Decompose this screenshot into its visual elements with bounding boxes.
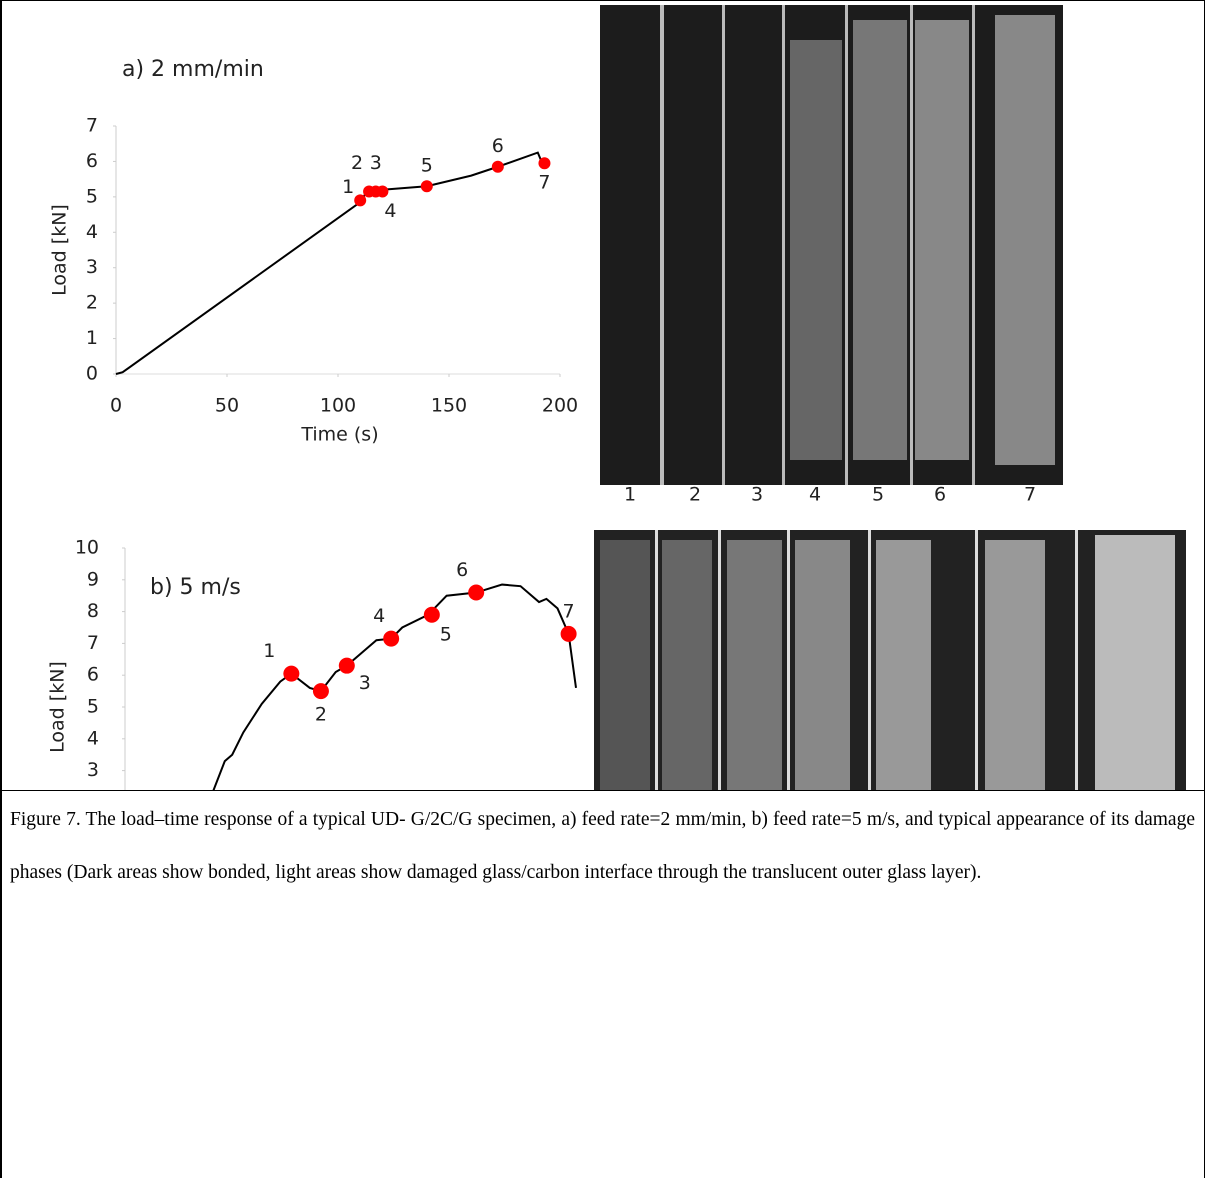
photo-separator: [975, 530, 978, 790]
damage-area: [995, 15, 1055, 465]
x-tick-label: 100: [320, 395, 356, 417]
photo-separator: [845, 5, 848, 485]
y-tick-label: 3: [87, 759, 99, 781]
marker-label: 6: [456, 559, 468, 581]
photo-separator: [787, 530, 790, 790]
photo-label: 4: [809, 484, 821, 506]
marker-label: 3: [370, 152, 382, 174]
marker: [423, 606, 440, 623]
y-tick-label: 5: [86, 185, 98, 207]
marker: [312, 683, 329, 700]
damage-area: [790, 40, 842, 460]
photo-label: 5: [872, 484, 884, 506]
marker-label: 6: [492, 135, 504, 157]
y-tick-label: 4: [86, 221, 98, 243]
y-tick-label: 5: [87, 696, 99, 718]
photo-separator: [1075, 530, 1078, 790]
line: [212, 583, 577, 790]
y-tick-label: 4: [87, 727, 99, 749]
marker: [354, 194, 367, 207]
photo-separator: [972, 5, 975, 485]
x-tick-label: 150: [431, 395, 467, 417]
y-tick-label: 3: [86, 256, 98, 278]
damage-area: [876, 540, 931, 790]
marker-label: 7: [538, 172, 550, 194]
photo-separator: [655, 530, 658, 790]
damage-area: [853, 20, 907, 460]
marker: [283, 665, 300, 682]
damage-area: [985, 540, 1045, 790]
photo-label: 7: [1024, 484, 1036, 506]
marker-label: 4: [384, 200, 396, 222]
y-tick-label: 6: [86, 150, 98, 172]
marker: [538, 157, 551, 170]
line: [115, 151, 544, 375]
photos-b: [594, 530, 1186, 790]
photo-separator: [782, 5, 785, 485]
marker: [376, 185, 389, 198]
y-tick-label: 7: [87, 632, 99, 654]
photos-a: [600, 5, 1063, 485]
marker-label: 4: [373, 605, 385, 627]
photo-separator: [868, 530, 871, 790]
marker: [560, 625, 577, 642]
damage-area: [662, 540, 712, 790]
marker-label: 3: [359, 672, 371, 694]
y-tick-label: 1: [86, 327, 98, 349]
photo-separator: [910, 5, 913, 485]
marker-label: 2: [315, 704, 327, 726]
marker-label: 1: [342, 176, 354, 198]
damage-area: [1095, 535, 1175, 790]
marker: [491, 160, 504, 173]
photo-separator: [718, 530, 721, 790]
photo-separator: [660, 5, 664, 485]
photo-separator: [722, 5, 725, 485]
marker-label: 1: [263, 640, 275, 662]
y-tick-label: 10: [75, 537, 99, 559]
marker: [338, 657, 355, 674]
chart-title: b) 5 m/s: [150, 575, 241, 600]
marker: [383, 630, 400, 647]
marker-label: 5: [421, 155, 433, 177]
chart-title: a) 2 mm/min: [122, 57, 264, 82]
damage-area: [915, 20, 969, 460]
photo-label: 1: [624, 484, 636, 506]
marker-label: 7: [563, 600, 575, 622]
damage-area: [600, 540, 650, 790]
x-tick-label: 0: [110, 395, 122, 417]
marker: [468, 584, 485, 601]
damage-area: [795, 540, 850, 790]
y-tick-label: 0: [86, 363, 98, 385]
y-tick-label: 2: [86, 292, 98, 314]
photo-label: 6: [934, 484, 946, 506]
marker-label: 2: [351, 152, 363, 174]
y-tick-label: 8: [87, 600, 99, 622]
y-axis-label: Load [kN]: [47, 661, 69, 753]
x-tick-label: 200: [542, 395, 578, 417]
y-axis-label: Load [kN]: [49, 204, 71, 296]
damage-area: [727, 540, 782, 790]
y-tick-label: 7: [86, 115, 98, 137]
photo-label: 3: [751, 484, 763, 506]
photo-label: 2: [689, 484, 701, 506]
x-tick-label: 50: [215, 395, 239, 417]
caption: Figure 7. The load–time response of a ty…: [0, 790, 1205, 1178]
marker-label: 5: [440, 623, 452, 645]
x-axis-label: Time (s): [300, 424, 378, 446]
y-tick-label: 6: [87, 664, 99, 686]
y-tick-label: 9: [87, 568, 99, 590]
marker: [420, 180, 433, 193]
